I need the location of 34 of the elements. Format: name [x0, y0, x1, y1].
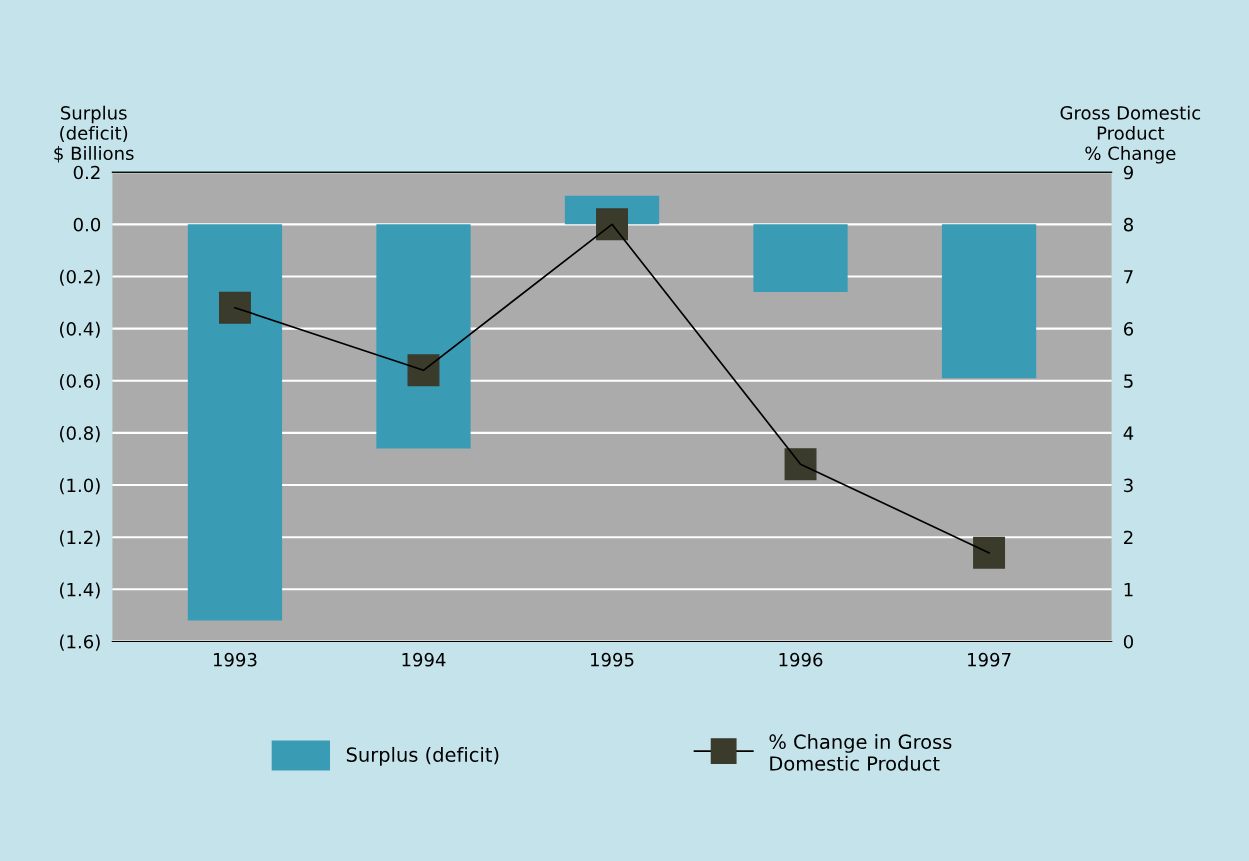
y2-tick-label: 7 [1124, 270, 1133, 284]
y2-tick-label: 0 [1123, 634, 1134, 649]
x-tick-label: 1993 [213, 652, 257, 667]
y-tick-label: 0.0 [73, 217, 101, 232]
x-tick-label: 1995 [591, 652, 634, 667]
legend-label: % Change in Gross Domestic Product [769, 734, 952, 771]
y-tick-label: (0.6) [60, 373, 100, 390]
point [218, 291, 251, 324]
y-tick-label: (0.2) [60, 269, 100, 286]
y-tick-label: (0.8) [60, 426, 100, 443]
y-tick-label: (1.2) [60, 530, 100, 547]
y2-tick-label: 3 [1124, 478, 1133, 493]
y2-tick-label: 9 [1123, 165, 1133, 180]
point [407, 354, 440, 387]
y2-tick-label: 6 [1123, 322, 1134, 336]
y-tick-label: 0.2 [73, 165, 100, 180]
y-tick-label: (0.4) [60, 321, 100, 338]
point [784, 448, 817, 481]
y-tick-label: (1.0) [60, 478, 100, 495]
y-axis-title: Surplus (deficit) $ Billions [54, 105, 134, 163]
legend-label: Surplus (deficit) [346, 746, 499, 766]
y-tick-label: (1.6) [60, 634, 100, 651]
x-tick-label: 1996 [779, 652, 823, 667]
x-tick-label: 1994 [402, 652, 446, 667]
point [973, 536, 1006, 569]
y2-tick-label: 8 [1123, 217, 1133, 232]
y2-tick-label: 5 [1124, 374, 1133, 388]
x-tick-label: 1997 [968, 652, 1011, 667]
y2-tick-label: 1 [1124, 583, 1133, 597]
y-tick-label: (1.4) [60, 582, 100, 599]
y2-tick-label: 2 [1124, 530, 1133, 545]
point [596, 208, 628, 241]
y2-tick-label: 4 [1123, 426, 1134, 440]
y2-axis-title: Gross Domestic Product % Change [1060, 105, 1201, 164]
